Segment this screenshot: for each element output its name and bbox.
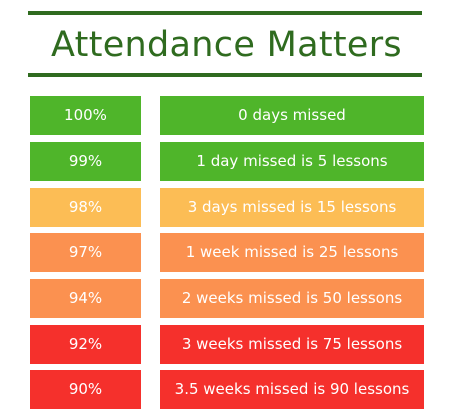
page-title: Attendance Matters bbox=[51, 25, 402, 65]
row-6-description: 3.5 weeks missed is 90 lessons bbox=[160, 370, 424, 409]
row-5-description: 3 weeks missed is 75 lessons bbox=[160, 325, 424, 364]
title-rule-bottom bbox=[28, 73, 422, 77]
row-3-description: 1 week missed is 25 lessons bbox=[160, 233, 424, 272]
title-rule-top bbox=[28, 11, 422, 15]
row-4-percent: 94% bbox=[30, 279, 141, 318]
row-0-description: 0 days missed bbox=[160, 96, 424, 135]
row-1-percent: 99% bbox=[30, 142, 141, 181]
row-1-description: 1 day missed is 5 lessons bbox=[160, 142, 424, 181]
row-6-percent: 90% bbox=[30, 370, 141, 409]
row-5-percent: 92% bbox=[30, 325, 141, 364]
row-2-description: 3 days missed is 15 lessons bbox=[160, 188, 424, 227]
row-2-percent: 98% bbox=[30, 188, 141, 227]
row-4-description: 2 weeks missed is 50 lessons bbox=[160, 279, 424, 318]
row-0-percent: 100% bbox=[30, 96, 141, 135]
row-3-percent: 97% bbox=[30, 233, 141, 272]
